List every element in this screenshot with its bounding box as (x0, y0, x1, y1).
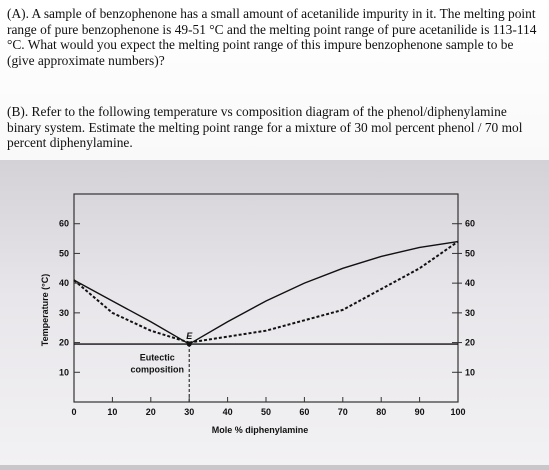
eutectic-label: Eutectic (140, 352, 175, 362)
y-axis-label: Temperature (°C) (40, 274, 50, 346)
x-tick-label: 80 (376, 407, 386, 417)
x-tick-label: 30 (184, 407, 194, 417)
y-tick-label-right: 30 (465, 308, 475, 318)
y-tick-label-right: 20 (465, 338, 475, 348)
x-tick-label: 100 (450, 407, 465, 417)
x-tick-label: 20 (146, 407, 156, 417)
series-solidus-phenol (73, 279, 190, 344)
y-tick-label-left: 20 (59, 338, 69, 348)
x-axis-label: Mole % diphenylamine (212, 425, 309, 435)
x-tick-label: 70 (338, 407, 348, 417)
x-tick-label: 40 (223, 407, 233, 417)
y-tick-label-left: 40 (59, 278, 69, 288)
question-b: (B). Refer to the following temperature … (7, 104, 523, 151)
y-tick-label-left: 30 (59, 308, 69, 318)
series-liquidus-diphenylamine (188, 240, 459, 345)
eutectic-point (186, 341, 192, 347)
question-a: (A). A sample of benzophenone has a smal… (7, 6, 537, 68)
y-tick-label-left: 10 (59, 367, 69, 377)
x-tick-label: 90 (415, 407, 425, 417)
x-tick-label: 10 (107, 407, 117, 417)
x-tick-label: 0 (71, 407, 76, 417)
y-tick-label-left: 50 (59, 248, 69, 258)
phase-diagram-figure: 0 10 20 30 40 50 60 70 80 90 100 10 20 30 40 50 60 10 20 30… (0, 160, 549, 465)
x-tick-label: 50 (261, 407, 271, 417)
composition-label: composition (130, 364, 184, 374)
x-tick-label: 60 (299, 407, 309, 417)
y-tick-label-right: 60 (465, 219, 475, 229)
series-liquidus-phenol (73, 279, 190, 345)
y-tick-label-right: 50 (465, 248, 475, 258)
series-solidus-diphenylamine (189, 240, 459, 344)
y-tick-label-right: 40 (465, 278, 475, 288)
y-tick-label-right: 10 (465, 367, 475, 377)
phase-diagram-svg: 0 10 20 30 40 50 60 70 80 90 100 10 20 30 40 50 60 10 20 30… (0, 160, 549, 465)
eutectic-point-label: E (186, 331, 193, 341)
y-tick-label-left: 60 (59, 219, 69, 229)
